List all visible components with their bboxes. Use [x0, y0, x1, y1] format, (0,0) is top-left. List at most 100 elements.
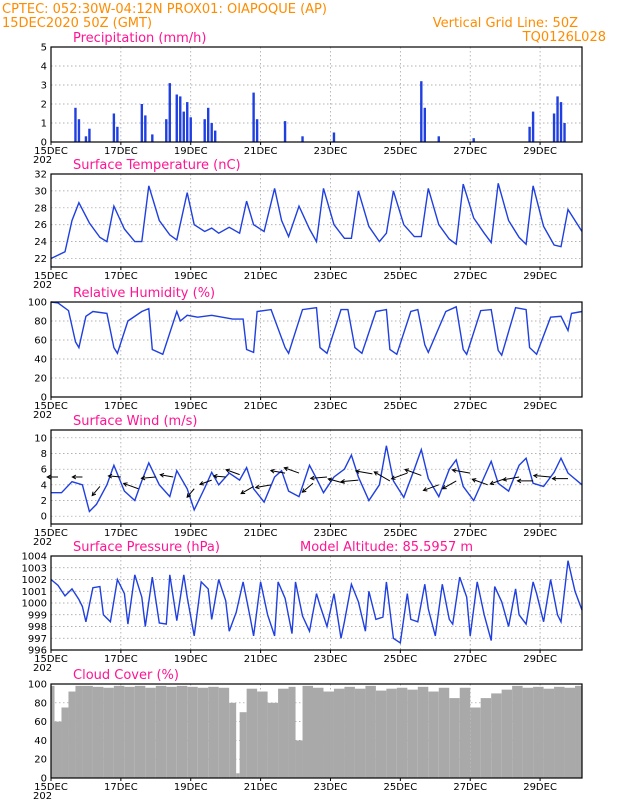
cloud-cover-segment — [239, 712, 247, 778]
wind-arrow-shaft — [452, 469, 471, 474]
wind-arrow-shaft — [442, 480, 457, 490]
precipitation-ytick-label: 3 — [41, 81, 47, 92]
cloud-cover-segment — [103, 687, 114, 778]
header-model: TQ0126L028 — [522, 30, 606, 45]
wind-ytick-label: 8 — [41, 449, 47, 460]
temperature-xtick-label: 27DEC — [453, 271, 487, 282]
precipitation-bar — [255, 119, 259, 142]
pressure-xtick-label: 23DEC — [314, 654, 348, 665]
humidity-xtick-label: 17DEC — [104, 401, 138, 412]
wind-xtick-label: 27DEC — [453, 528, 487, 539]
wind-arrow-shaft — [391, 472, 408, 480]
temperature-xtick-label: 17DEC — [104, 271, 138, 282]
cloud-cover-xtick-label: 19DEC — [174, 782, 208, 793]
wind-arrow — [71, 474, 83, 480]
wind-arrow — [269, 468, 286, 474]
wind-arrow-shaft — [490, 478, 506, 485]
cloud-cover-segment — [68, 691, 76, 778]
wind-arrow — [212, 473, 226, 479]
cloud-cover-frame — [50, 683, 583, 779]
cloud-cover-segment — [470, 707, 481, 778]
cloud-cover-xtick-label: 29DEC — [523, 782, 557, 793]
precipitation-bar — [552, 113, 556, 142]
precipitation-xtick-label: 17DEC — [104, 146, 138, 157]
wind-arrow — [46, 474, 58, 480]
wind-arrow-shaft — [91, 486, 101, 496]
wind-arrow-head — [140, 475, 146, 481]
wind-arrow-head — [471, 478, 477, 483]
cloud-cover-segment — [323, 691, 334, 778]
humidity-ytick-label: 60 — [34, 336, 47, 347]
precipitation-bar — [186, 102, 189, 142]
wind-arrow-shaft — [341, 479, 359, 483]
wind-frame — [50, 429, 583, 525]
cloud-cover-segment — [354, 688, 366, 778]
cloud-cover-segment — [417, 686, 429, 778]
wind-arrow — [516, 478, 534, 484]
precipitation-title: Precipitation (mm/h) — [73, 31, 206, 46]
cloud-cover-segment — [278, 688, 289, 778]
wind-arrow-shaft — [270, 470, 286, 474]
wind-arrow-shaft — [240, 485, 254, 495]
cloud-cover-segment — [386, 688, 397, 778]
wind-xtick-label: 29DEC — [523, 528, 557, 539]
wind-arrow — [532, 473, 551, 479]
temperature-xtick-label: 21DEC — [244, 271, 278, 282]
wind-arrow — [240, 485, 254, 495]
humidity-xtick-label: 21DEC — [244, 401, 278, 412]
wind-arrow-head — [532, 473, 538, 479]
precipitation-bar — [77, 119, 81, 142]
wind-arrow-shaft — [423, 484, 439, 491]
cloud-cover-segment — [218, 687, 230, 778]
precipitation-bar — [252, 92, 255, 142]
cloud-cover-segment — [428, 691, 439, 778]
cloud-cover-segment — [407, 689, 418, 778]
cloud-cover-ytick-label: 20 — [34, 755, 47, 766]
precipitation-bar — [210, 123, 213, 142]
wind-arrow — [441, 480, 457, 490]
wind-arrow — [159, 472, 174, 478]
precipitation-xtick-label: 29DEC — [523, 146, 557, 157]
temperature-frame — [50, 173, 583, 268]
cloud-cover-segment — [92, 686, 104, 778]
wind-arrow-shaft — [255, 484, 272, 489]
wind-arrow — [225, 468, 240, 476]
precipitation-xtick-label: 19DEC — [174, 146, 208, 157]
wind-arrow-shaft — [472, 478, 488, 486]
pressure-line — [50, 560, 583, 645]
pressure-year-label: 202 — [33, 663, 52, 674]
wind-arrow-shaft — [213, 475, 226, 478]
cloud-cover-segment — [166, 686, 177, 778]
cloud-cover-segment — [512, 685, 523, 778]
wind-xtick-label: 15DEC — [34, 528, 68, 539]
temperature-ytick-label: 24 — [34, 237, 47, 248]
wind-arrow — [254, 484, 272, 490]
precipitation-ytick-label: 0 — [41, 138, 47, 149]
cloud-cover-segment — [145, 687, 156, 778]
wind-arrow — [390, 472, 408, 480]
precipitation-frame — [50, 46, 583, 143]
humidity-ytick-label: 0 — [41, 393, 47, 404]
temperature-xtick-label: 19DEC — [174, 271, 208, 282]
humidity-ytick-label: 40 — [34, 355, 47, 366]
wind-ytick-label: 0 — [41, 512, 47, 523]
wind-arrow-head — [373, 471, 379, 476]
wind-arrow — [283, 466, 300, 474]
temperature-line — [50, 183, 583, 260]
temperature-xtick-label: 25DEC — [383, 271, 417, 282]
wind-arrow-shaft — [108, 475, 121, 478]
precipitation-bar — [283, 121, 287, 142]
precipitation-bar — [472, 138, 475, 142]
wind-arrow-head — [301, 488, 307, 493]
temperature-year-label: 202 — [33, 280, 52, 291]
pressure-ytick-label: 1000 — [22, 599, 47, 610]
wind-arrow-shaft — [533, 475, 551, 478]
wind-xtick-label: 17DEC — [104, 528, 138, 539]
wind-arrow-head — [283, 466, 289, 472]
precipitation-bar — [528, 126, 531, 142]
wind-arrow-head — [422, 487, 428, 492]
precipitation-bar — [189, 117, 192, 142]
precipitation-bar — [556, 96, 559, 142]
cloud-cover-segment — [575, 685, 582, 778]
